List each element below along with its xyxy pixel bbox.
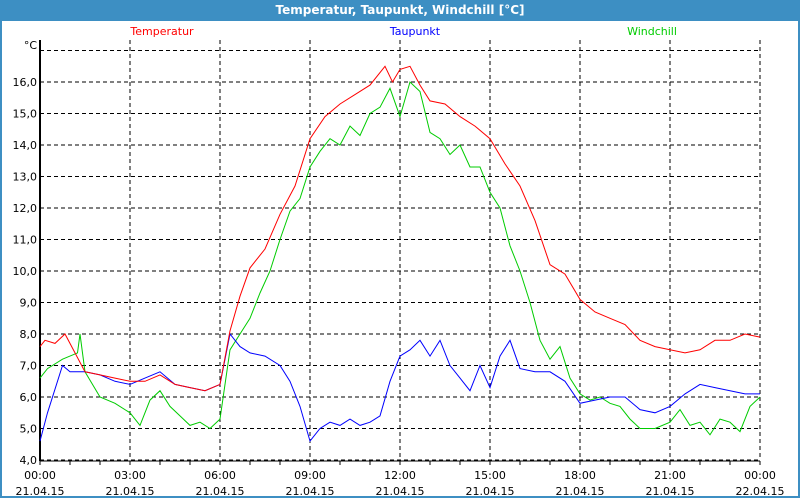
x-tick-date: 21.04.15 <box>286 485 335 498</box>
x-tick-time: 06:00 <box>204 469 236 482</box>
y-tick-label: 13,0 <box>13 171 38 184</box>
x-tick-date: 21.04.15 <box>16 485 65 498</box>
x-tick-time: 21:00 <box>654 469 686 482</box>
y-tick-label: 4,0 <box>20 454 38 467</box>
y-tick-label: 9,0 <box>20 297 38 310</box>
y-axis-unit: °C <box>24 39 38 52</box>
y-tick-label: 16,0 <box>13 76 38 89</box>
legend-windchill: Windchill <box>627 25 677 38</box>
x-tick-date: 21.04.15 <box>196 485 245 498</box>
y-tick-label: 14,0 <box>13 139 38 152</box>
y-tick-label: 12,0 <box>13 202 38 215</box>
x-tick-time: 03:00 <box>114 469 146 482</box>
x-tick-time: 15:00 <box>474 469 506 482</box>
x-tick-date: 21.04.15 <box>466 485 515 498</box>
x-tick-date: 21.04.15 <box>376 485 425 498</box>
window-title: Temperatur, Taupunkt, Windchill [°C] <box>0 0 800 21</box>
y-tick-label: 7,0 <box>20 360 38 373</box>
x-tick-time: 09:00 <box>294 469 326 482</box>
y-tick-label: 15,0 <box>13 108 38 121</box>
y-tick-label: 11,0 <box>13 234 38 247</box>
y-tick-label: 8,0 <box>20 328 38 341</box>
x-tick-time: 18:00 <box>564 469 596 482</box>
x-tick-date: 21.04.15 <box>646 485 695 498</box>
x-tick-time: 00:00 <box>24 469 56 482</box>
x-tick-time: 00:00 <box>744 469 776 482</box>
x-tick-date: 22.04.15 <box>736 485 785 498</box>
x-tick-time: 12:00 <box>384 469 416 482</box>
legend-taupunkt: Taupunkt <box>389 25 441 38</box>
series-line-temperatur <box>39 65 761 392</box>
y-tick-label: 5,0 <box>20 423 38 436</box>
y-tick-label: 6,0 <box>20 391 38 404</box>
series-line-taupunkt <box>39 332 760 443</box>
x-tick-date: 21.04.15 <box>106 485 155 498</box>
x-tick-date: 21.04.15 <box>556 485 605 498</box>
legend-temperatur: Temperatur <box>129 25 194 38</box>
series-line-windchill <box>39 81 761 436</box>
y-tick-label: 10,0 <box>13 265 38 278</box>
